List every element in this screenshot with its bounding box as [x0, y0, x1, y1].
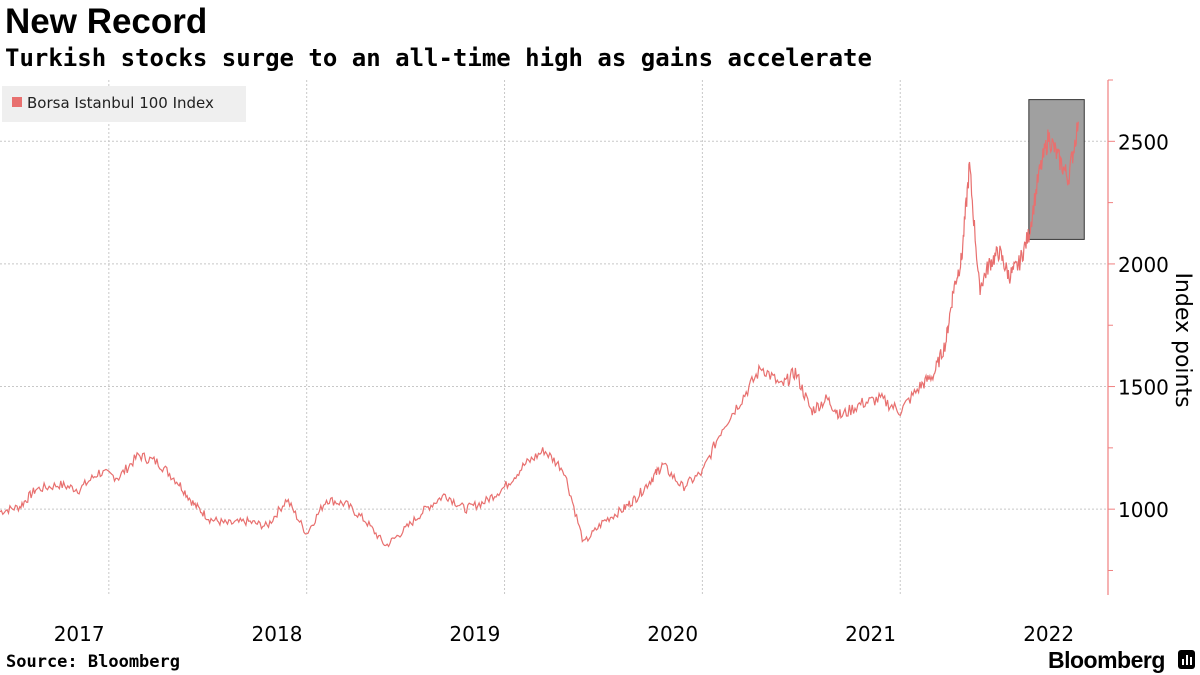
x-tick-label: 2018 — [252, 622, 303, 646]
chart-title: New Record — [5, 2, 208, 41]
chart-icon — [1178, 650, 1195, 669]
legend: Borsa Istanbul 100 Index — [2, 86, 246, 122]
x-tick-label: 2017 — [54, 622, 105, 646]
y-axis-title: Index points — [1170, 272, 1195, 407]
x-tick-label: 2022 — [1023, 622, 1074, 646]
y-tick-label: 1500 — [1118, 376, 1169, 400]
y-tick-label: 1000 — [1118, 498, 1169, 522]
legend-label: Borsa Istanbul 100 Index — [27, 94, 214, 112]
source-note: Source: Bloomberg — [6, 652, 180, 672]
x-axis-labels: 2017 2018 2019 2020 2021 2022 — [54, 622, 1074, 646]
series-layer — [0, 121, 1079, 548]
y-axis: 1000 1500 2000 2500 — [1107, 79, 1169, 595]
series-line-bist100 — [0, 121, 1079, 548]
grid-lines — [0, 80, 1108, 595]
y-tick-label: 2500 — [1118, 130, 1169, 154]
highlight-region — [1028, 99, 1085, 240]
x-tick-label: 2021 — [845, 622, 896, 646]
y-tick-label: 2000 — [1118, 253, 1169, 277]
x-tick-label: 2019 — [449, 622, 500, 646]
x-tick-label: 2020 — [647, 622, 698, 646]
legend-swatch — [12, 97, 22, 107]
chart-subtitle: Turkish stocks surge to an all-time high… — [5, 44, 872, 72]
highlight-box — [1028, 99, 1085, 240]
legend-background — [2, 86, 246, 122]
bloomberg-logo: Bloomberg — [1048, 647, 1165, 673]
